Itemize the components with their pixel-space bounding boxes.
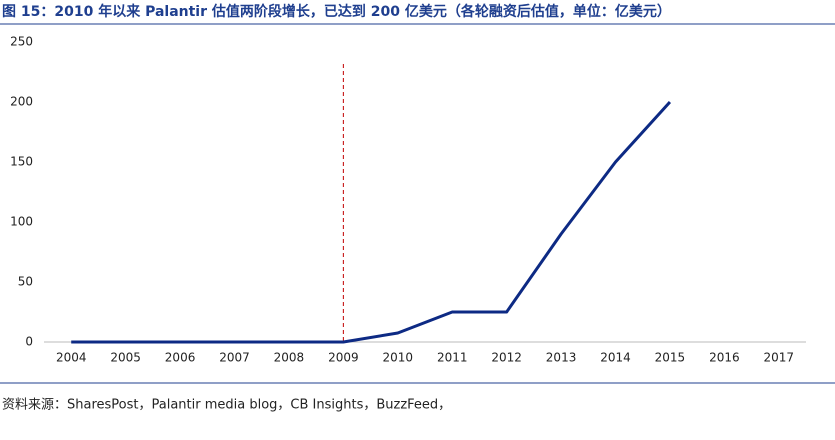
x-tick-label: 2007 [219,351,250,365]
x-tick-label: 2013 [546,351,577,365]
x-tick-label: 2005 [110,351,141,365]
y-tick-label: 50 [18,275,33,289]
x-tick-label: 2006 [165,351,196,365]
series-line [71,100,672,344]
chart-title: 图 15：2010 年以来 Palantir 估值两阶段增长，已达到 200 亿… [2,3,671,20]
y-tick-label: 200 [10,95,33,109]
y-tick-label: 100 [10,215,33,229]
x-tick-label: 2014 [600,351,631,365]
source: 资料来源：SharesPost，Palantir media blog，CB I… [2,398,451,413]
y-tick-label: 250 [10,35,33,49]
x-tick-label: 2004 [56,351,87,365]
x-tick-label: 2012 [491,351,522,365]
x-tick-label: 2009 [328,351,359,365]
x-tick-label: 2010 [383,351,414,365]
y-tick-label: 150 [10,155,33,169]
x-tick-label: 2008 [274,351,305,365]
y-tick-label: 0 [25,335,33,349]
x-tick-label: 2016 [709,351,740,365]
x-tick-label: 2015 [655,351,686,365]
x-tick-label: 2017 [764,351,795,365]
x-tick-label: 2011 [437,351,468,365]
